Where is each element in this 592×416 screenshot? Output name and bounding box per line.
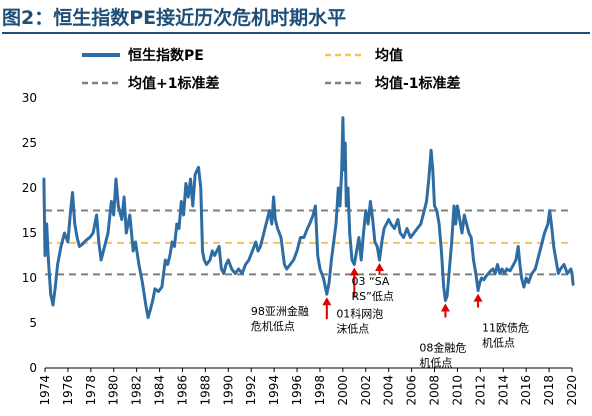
x-tick-label: 1974 [38,375,52,406]
annotation-text: 08金融危 [419,341,466,355]
annotation-text: 机低点 [482,336,515,350]
x-tick-label: 1978 [84,375,98,406]
legend-label-pe: 恒生指数PE [128,47,204,64]
x-tick-label: 2006 [405,375,419,406]
annotation-arrow-head [473,293,483,302]
annotation-arrow-head [375,263,385,271]
y-tick-label: 10 [22,271,37,285]
annotation-text: 11欧债危 [482,321,529,335]
y-tick-label: 5 [29,316,37,330]
annotation-text: 03 “SA [352,275,390,288]
y-tick-label: 25 [22,136,37,150]
x-tick-label: 2012 [473,375,487,406]
annotation-text: 机低点 [419,356,452,370]
x-axis: 1974 1976 1978 1980 1982 1984 1986 1988 1990 1992… [38,367,579,406]
x-tick-label: 2020 [565,375,579,406]
annotation-arrow-head [349,267,359,276]
x-tick-label: 1986 [175,375,189,406]
x-tick-label: 1982 [130,375,144,406]
legend-label-mean: 均值 [375,47,403,64]
x-tick-label: 2014 [496,375,510,406]
series-layer [42,116,575,320]
legend-label-minus-sd: 均值-1标准差 [375,75,461,92]
y-tick-label: 20 [22,181,37,195]
y-axis: 0 5 10 15 20 25 30 [22,91,37,375]
x-tick-label: 2002 [359,375,373,406]
legend-label-plus-sd: 均值+1标准差 [128,75,219,92]
annotation-text: RS”低点 [352,290,394,303]
x-tick-label: 1988 [198,375,212,406]
x-tick-label: 2016 [519,375,533,406]
x-tick-label: 1976 [61,375,75,406]
title-underline [2,32,590,34]
x-tick-label: 1984 [153,375,167,406]
annotation-text: 沫低点 [336,323,369,336]
chart-title: 图2：恒生指数PE接近历次危机时期水平 [2,7,347,29]
x-tick-label: 1992 [244,375,258,406]
x-tick-label: 2008 [428,375,442,406]
x-tick-label: 1996 [290,375,304,406]
y-tick-label: 15 [22,226,37,240]
x-tick-label: 2018 [542,375,556,406]
annotation-text: 01科网泡 [336,307,383,321]
x-tick-label: 1990 [221,375,235,406]
x-tick-label: 1994 [267,375,281,406]
x-tick-label: 2000 [336,375,350,406]
annotation-arrow-head [440,303,450,312]
x-tick-label: 1998 [313,375,327,406]
series-line-pe [42,116,575,320]
annotation-arrow-head [322,297,332,306]
y-tick-label: 0 [29,361,37,375]
y-tick-label: 30 [22,91,37,105]
x-tick-label: 2004 [382,375,396,406]
x-tick-label: 1980 [107,375,121,406]
annotation-text: 危机低点 [251,319,295,333]
x-tick-label: 2010 [450,375,464,406]
annotation-text: 98亚洲金融 [251,304,309,318]
